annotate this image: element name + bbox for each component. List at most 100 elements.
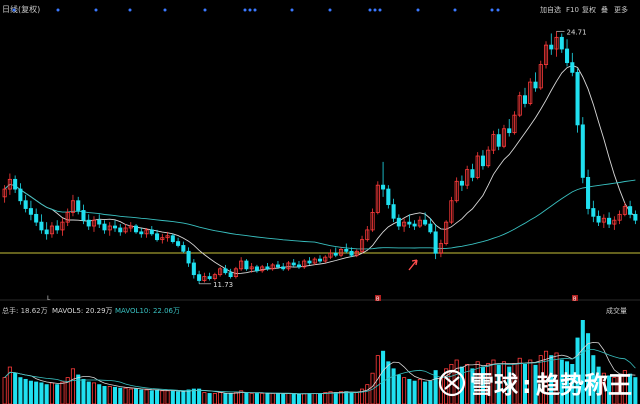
volume-bar xyxy=(396,374,401,404)
candle-body xyxy=(128,225,133,229)
watermark-separator: : xyxy=(522,371,532,399)
volume-bar xyxy=(596,366,601,404)
volume-bar xyxy=(612,377,617,404)
candle-body xyxy=(223,268,228,274)
candle-body xyxy=(228,272,233,278)
candle-body xyxy=(107,225,112,231)
candle-body xyxy=(543,44,549,65)
header-dot-7 xyxy=(248,8,252,12)
candle-body xyxy=(28,208,33,215)
candle-body xyxy=(522,95,528,104)
candle-body xyxy=(39,221,44,231)
candle-body xyxy=(559,36,564,50)
volume-bar xyxy=(381,350,386,404)
candle-body xyxy=(34,213,39,223)
add-watchlist-button[interactable]: 加自选 xyxy=(540,5,561,14)
volume-panel[interactable]: 总手: 18.62万 MAVOL5: 20.29万 MAVOL10: 22.06… xyxy=(2,306,638,404)
candle-body xyxy=(386,188,391,206)
event-marker-1-label: B xyxy=(376,297,380,303)
volume-bar xyxy=(391,368,396,404)
candle-body xyxy=(538,64,543,89)
volume-bar xyxy=(86,381,91,404)
candle-body xyxy=(512,114,517,134)
volume-bar xyxy=(528,359,533,404)
candle-body xyxy=(7,178,12,190)
moving-average-lines xyxy=(4,64,636,274)
candle-body xyxy=(607,217,612,225)
volume-bar xyxy=(244,392,249,404)
volume-bar xyxy=(144,389,149,404)
candle-body xyxy=(591,208,596,217)
candle-body xyxy=(23,200,28,209)
candle-body xyxy=(459,180,464,186)
volume-bar xyxy=(575,337,580,404)
candle-body xyxy=(260,266,265,272)
volume-bar xyxy=(591,355,596,404)
ma10-line xyxy=(4,64,636,274)
candle-body xyxy=(55,225,60,231)
candle-body xyxy=(2,188,7,198)
candle-body xyxy=(123,227,128,233)
candle-body xyxy=(470,169,475,178)
candle-body xyxy=(475,155,480,178)
volume-bar xyxy=(559,359,564,404)
candle-body xyxy=(565,48,570,64)
candle-body xyxy=(197,274,202,281)
candle-body xyxy=(317,258,323,262)
candle-body xyxy=(354,250,359,256)
candle-body xyxy=(417,219,422,227)
volume-bar xyxy=(123,387,128,404)
volume-bar xyxy=(543,350,549,404)
candle-body xyxy=(391,204,396,219)
candle-body xyxy=(76,200,81,211)
volume-bar xyxy=(102,385,107,404)
volume-bar xyxy=(491,359,496,404)
volume-bar xyxy=(65,377,70,404)
candle-body xyxy=(580,124,585,178)
price-panel[interactable]: 24.71 11.73 xyxy=(0,28,640,289)
candle-body xyxy=(381,184,386,190)
volume-legend-total: 总手: 18.62万 xyxy=(2,306,48,315)
f10-button[interactable]: F10 xyxy=(566,6,579,14)
candle-body xyxy=(244,260,249,270)
candle-body xyxy=(402,221,407,227)
header-dot-16 xyxy=(490,8,494,12)
volume-bar xyxy=(265,393,270,404)
candle-body xyxy=(302,260,307,268)
volume-legend-ma5: MAVOL5: 20.29万 xyxy=(52,307,113,315)
more-button[interactable]: 更多 xyxy=(614,5,628,14)
candle-body xyxy=(423,219,428,225)
volume-bar xyxy=(181,391,186,404)
high-price-text: 24.71 xyxy=(567,28,587,36)
candle-body xyxy=(333,252,338,256)
volume-bar xyxy=(155,389,160,404)
volume-bar xyxy=(375,355,380,404)
candle-body xyxy=(13,178,18,190)
candle-body xyxy=(207,276,212,279)
candle-body xyxy=(296,264,302,268)
event-marker-2-label: B xyxy=(573,297,577,303)
volume-bar xyxy=(344,391,349,404)
candle-body xyxy=(612,219,617,225)
watermark-logo-icon xyxy=(438,369,466,397)
candle-body xyxy=(281,266,286,270)
volume-bar xyxy=(507,366,512,404)
adjust-button[interactable]: 复权 xyxy=(582,5,596,14)
candle-body xyxy=(549,44,554,50)
volume-bar xyxy=(212,393,217,404)
volume-bar xyxy=(633,377,638,404)
volume-bar xyxy=(407,378,412,404)
volume-bar xyxy=(275,393,280,404)
candle-body xyxy=(65,212,70,223)
header-toolbar[interactable]: 加自选 F10 复权 叠 更多 xyxy=(540,5,628,14)
volume-bar xyxy=(296,393,302,404)
header-dot-11 xyxy=(368,8,372,12)
candle-body xyxy=(286,262,291,270)
candle-body xyxy=(176,241,181,246)
candle-body xyxy=(596,215,601,223)
overlay-button[interactable]: 叠 xyxy=(601,6,608,14)
candle-body xyxy=(18,188,23,202)
volume-bar xyxy=(191,388,196,404)
